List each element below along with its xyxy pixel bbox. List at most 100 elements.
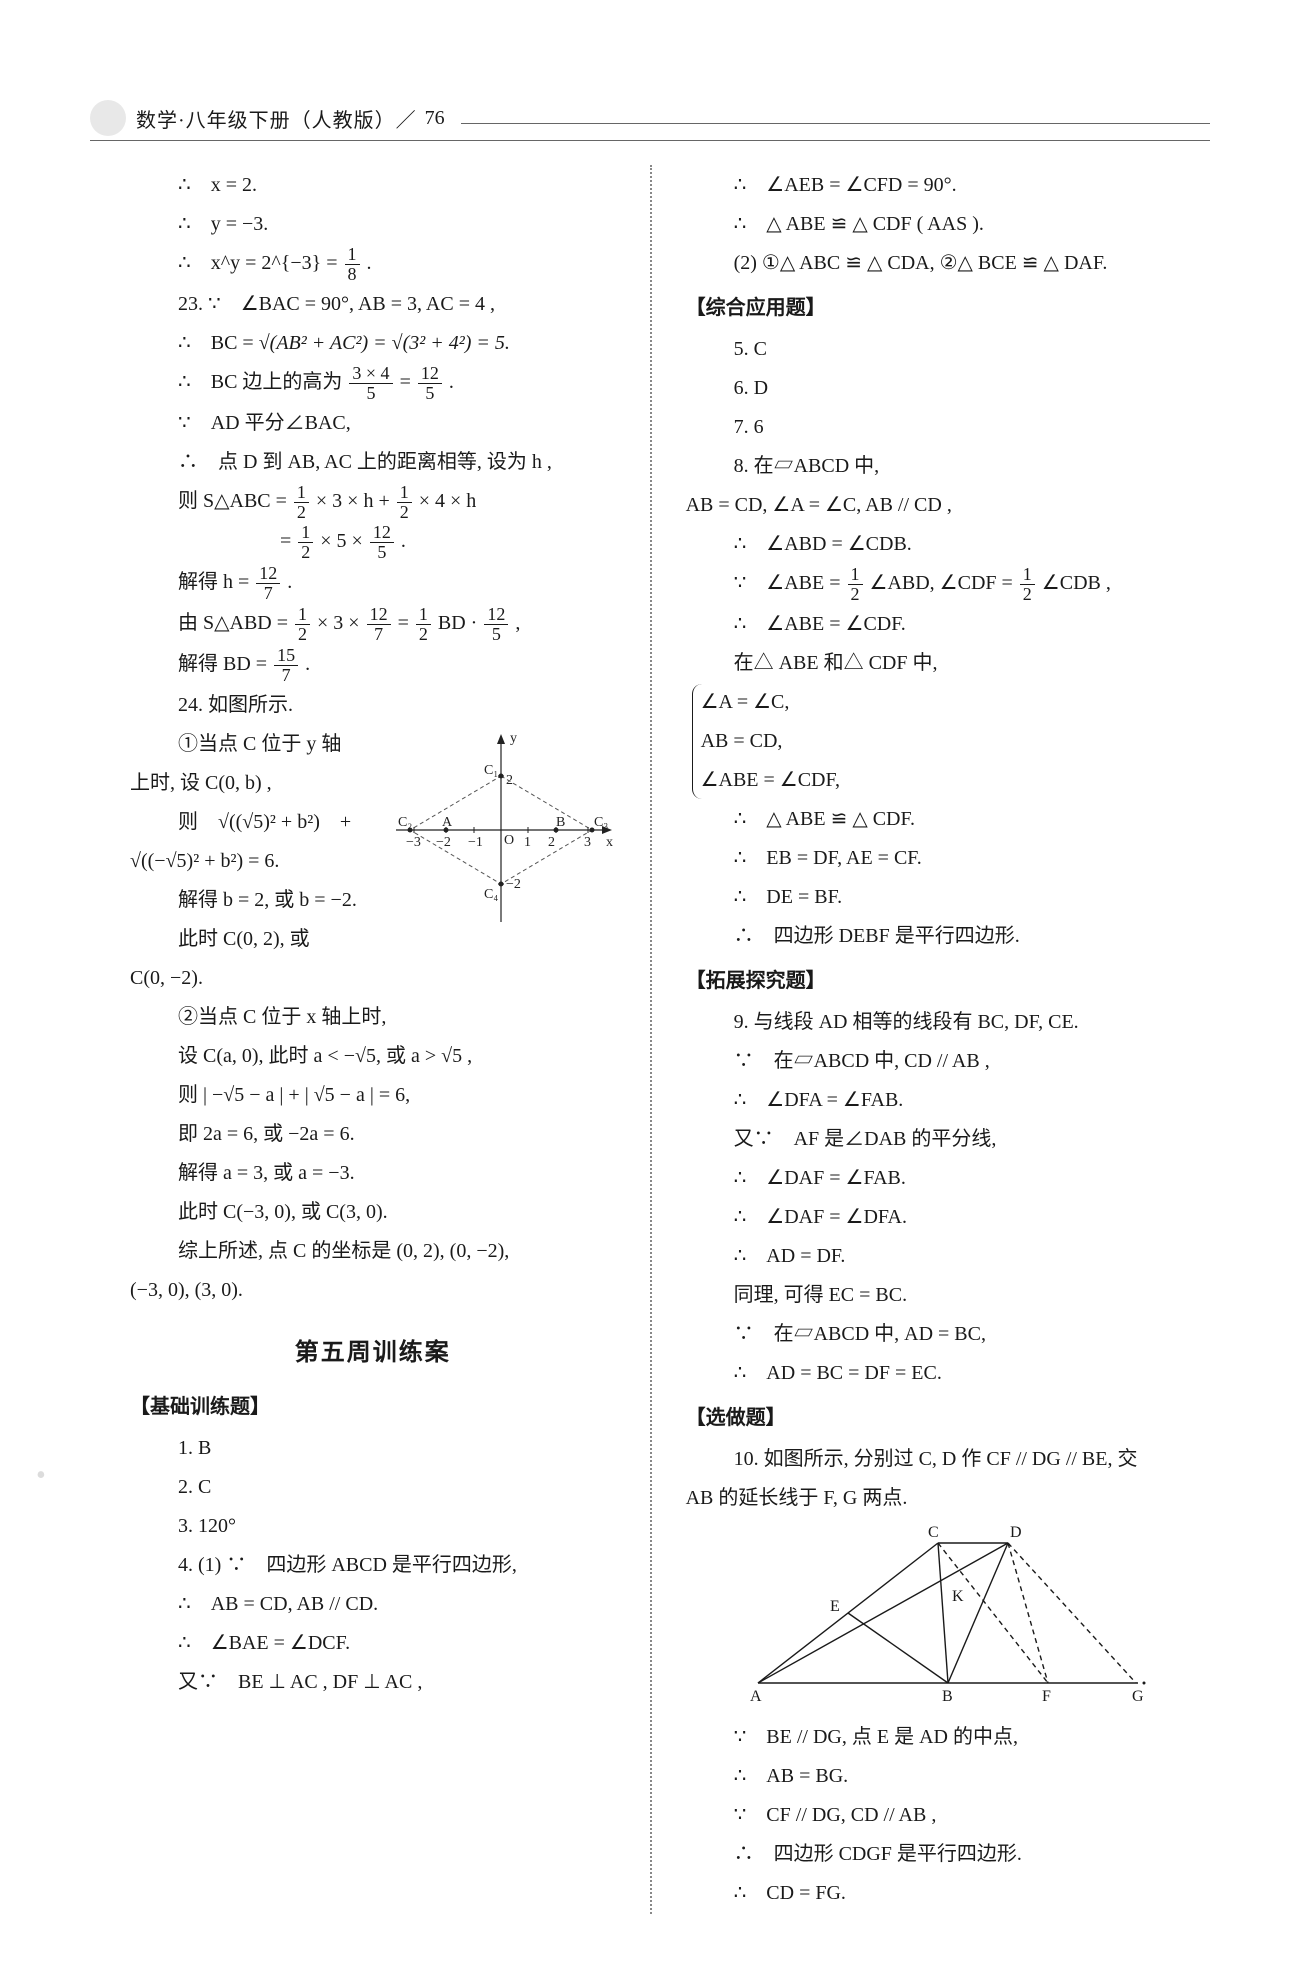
text-line: (−3, 0), (3, 0). xyxy=(130,1272,616,1309)
text-line: 24. 如图所示. xyxy=(130,687,616,724)
text-line: ∴ ∠DFA = ∠FAB. xyxy=(686,1082,1210,1119)
text-line: 综上所述, 点 C 的坐标是 (0, 2), (0, −2), xyxy=(130,1233,616,1270)
svg-text:O: O xyxy=(504,833,514,848)
svg-text:C₄: C₄ xyxy=(484,887,498,902)
text-line: ∴ ∠DAF = ∠FAB. xyxy=(686,1160,1210,1197)
text-line: 2. C xyxy=(130,1469,616,1506)
text-line: ∴ AB = CD, AB // CD. xyxy=(130,1586,616,1623)
svg-text:x: x xyxy=(606,835,613,850)
text-line: 1. B xyxy=(130,1430,616,1467)
text-line: 9. 与线段 AD 相等的线段有 BC, DF, CE. xyxy=(686,1004,1210,1041)
text-line: ∴ AD = BC = DF = EC. xyxy=(686,1355,1210,1392)
text-line: 8. 在▱ABCD 中, xyxy=(686,448,1210,485)
text-line: ∴ ∠DAF = ∠DFA. xyxy=(686,1199,1210,1236)
text-line: ∠A = ∠C, xyxy=(701,684,1210,721)
text-line: ∵ AD 平分∠BAC, xyxy=(130,405,616,442)
text-line: ∴ y = −3. xyxy=(130,206,616,243)
text-line: ∴ DE = BF. xyxy=(686,879,1210,916)
text-line: 即 2a = 6, 或 −2a = 6. xyxy=(130,1116,616,1153)
svg-text:K: K xyxy=(952,1588,964,1605)
subsection-title: 【选做题】 xyxy=(686,1400,1210,1437)
svg-text:−2: −2 xyxy=(506,877,521,892)
text-line: 7. 6 xyxy=(686,409,1210,446)
text-line: 解得 h = 127 . xyxy=(130,564,616,603)
page-mark: • xyxy=(36,1460,46,1492)
text-line: ∵ 在▱ABCD 中, CD // AB , xyxy=(686,1043,1210,1080)
svg-text:G: G xyxy=(1132,1688,1144,1705)
text-line: (2) ①△ ABC ≌ △ CDA, ②△ BCE ≌ △ DAF. xyxy=(686,245,1210,282)
text-line: 则 | −√5 − a | + | √5 − a | = 6, xyxy=(130,1077,616,1114)
subsection-title: 【基础训练题】 xyxy=(130,1389,616,1426)
text-line: AB = CD, ∠A = ∠C, AB // CD , xyxy=(686,487,1210,524)
text-line: 则 S△ABC = 12 × 3 × h + 12 × 4 × h xyxy=(130,483,616,522)
right-column: ∴ ∠AEB = ∠CFD = 90°. ∴ △ ABE ≌ △ CDF ( A… xyxy=(686,165,1210,1914)
svg-text:B: B xyxy=(556,815,565,830)
text-line: ∴ AB = BG. xyxy=(686,1758,1210,1795)
text-line: ∵ CF // DG, CD // AB , xyxy=(686,1797,1210,1834)
page-header: 数学·八年级下册（人教版）／ 76 xyxy=(90,100,1210,141)
text-line: 5. C xyxy=(686,331,1210,368)
text-line: 设 C(a, 0), 此时 a < −√5, 或 a > √5 , xyxy=(130,1038,616,1075)
text-line: ∴ x^y = 2^{−3} = 18 . xyxy=(130,245,616,284)
text-line: ∴ EB = DF, AE = CF. xyxy=(686,840,1210,877)
text-line: 3. 120° xyxy=(130,1508,616,1545)
text-line: ∴ BC = √(AB² + AC²) = √(3² + 4²) = 5. xyxy=(130,325,616,362)
text-line: 同理, 可得 EC = BC. xyxy=(686,1277,1210,1314)
text-line: ∵ BE // DG, 点 E 是 AD 的中点, xyxy=(686,1719,1210,1756)
text-line: 4. (1) ∵ 四边形 ABCD 是平行四边形, xyxy=(130,1547,616,1584)
text-line: 解得 BD = 157 . xyxy=(130,646,616,685)
text-line: ②当点 C 位于 x 轴上时, xyxy=(130,999,616,1036)
text-line: AB = CD, xyxy=(701,723,1210,760)
header-title: 数学·八年级下册（人教版）／ xyxy=(136,104,417,133)
svg-text:C₃: C₃ xyxy=(594,815,608,830)
text-line: 10. 如图所示, 分别过 C, D 作 CF // DG // BE, 交 xyxy=(686,1441,1210,1478)
svg-text:F: F xyxy=(1042,1688,1051,1705)
brace-group: ∠A = ∠C, AB = CD, ∠ABE = ∠CDF, xyxy=(692,684,1210,799)
text-line: 又∵ BE ⊥ AC , DF ⊥ AC , xyxy=(130,1664,616,1701)
text-line: 解得 a = 3, 或 a = −3. xyxy=(130,1155,616,1192)
svg-text:2: 2 xyxy=(548,835,555,850)
svg-text:C: C xyxy=(928,1524,939,1541)
coordinate-graph: x y O −3 −2 −1 1 2 3 2 −2 xyxy=(386,730,616,930)
text-line: ∴ ∠AEB = ∠CFD = 90°. xyxy=(686,167,1210,204)
text-line: ∴ ∠ABD = ∠CDB. xyxy=(686,526,1210,563)
logo-icon xyxy=(90,100,126,136)
svg-text:−2: −2 xyxy=(436,835,451,850)
svg-text:3: 3 xyxy=(584,835,591,850)
svg-text:y: y xyxy=(510,731,517,746)
text-line: ∴ ∠BAE = ∠DCF. xyxy=(130,1625,616,1662)
text-line: C(0, −2). xyxy=(130,960,616,997)
subsection-title: 【拓展探究题】 xyxy=(686,963,1210,1000)
text-line: ∴ ∠ABE = ∠CDF. xyxy=(686,606,1210,643)
svg-text:−1: −1 xyxy=(468,835,483,850)
svg-text:E: E xyxy=(830,1598,840,1615)
section-title: 第五周训练案 xyxy=(130,1331,616,1375)
text-line: AB 的延长线于 F, G 两点. xyxy=(686,1480,1210,1517)
text-line: ∴ BC 边上的高为 3 × 45 = 125 . xyxy=(130,364,616,403)
left-column: ∴ x = 2. ∴ y = −3. ∴ x^y = 2^{−3} = 18 .… xyxy=(90,165,616,1914)
text-line: 6. D xyxy=(686,370,1210,407)
text-line: ∴ 四边形 DEBF 是平行四边形. xyxy=(686,918,1210,955)
text-line: ∴ 四边形 CDGF 是平行四边形. xyxy=(686,1836,1210,1873)
svg-text:A: A xyxy=(442,815,453,830)
text-line: 由 S△ABD = 12 × 3 × 127 = 12 BD · 125 , xyxy=(130,605,616,644)
text-line: 此时 C(−3, 0), 或 C(3, 0). xyxy=(130,1194,616,1231)
text-line: 在△ ABE 和△ CDF 中, xyxy=(686,645,1210,682)
text-line: 又∵ AF 是∠DAB 的平分线, xyxy=(686,1121,1210,1158)
svg-text:B: B xyxy=(942,1688,953,1705)
text-line: ∴ 点 D 到 AB, AC 上的距离相等, 设为 h , xyxy=(130,444,616,481)
text-line: ∵ 在▱ABCD 中, AD = BC, xyxy=(686,1316,1210,1353)
text-line: ∴ △ ABE ≌ △ CDF. xyxy=(686,801,1210,838)
text-line: ∵ ∠ABE = 12 ∠ABD, ∠CDF = 12 ∠CDB , xyxy=(686,565,1210,604)
page-number: 76 xyxy=(425,107,445,130)
text-line: = 12 × 5 × 125 . xyxy=(130,523,616,562)
fraction: 18 xyxy=(343,245,362,284)
text-line: 23. ∵ ∠BAC = 90°, AB = 3, AC = 4 , xyxy=(130,286,616,323)
text-line: ∴ AD = DF. xyxy=(686,1238,1210,1275)
text-line: ∴ CD = FG. xyxy=(686,1875,1210,1912)
subsection-title: 【综合应用题】 xyxy=(686,290,1210,327)
header-rule xyxy=(461,123,1210,124)
text-line: ∴ x = 2. xyxy=(130,167,616,204)
column-divider xyxy=(650,165,652,1914)
svg-text:1: 1 xyxy=(524,835,531,850)
